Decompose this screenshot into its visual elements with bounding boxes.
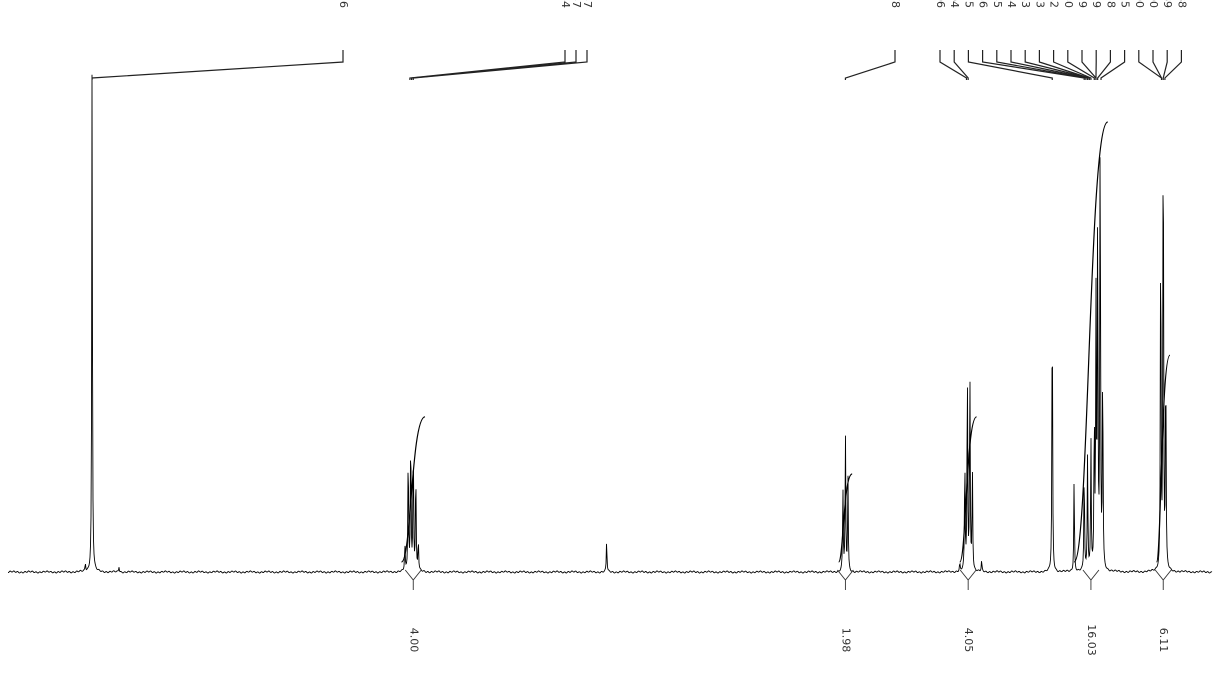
peak-leader-line	[1164, 50, 1182, 80]
peak-label: 1.28	[1104, 0, 1117, 8]
integral-curve	[1155, 354, 1171, 563]
peak-label: 0.90	[1133, 0, 1146, 8]
peak-leader-line	[967, 50, 1053, 80]
peak-leader-line	[91, 50, 344, 80]
integral-bracket	[959, 569, 977, 590]
peak-label: 1.35	[991, 0, 1004, 8]
peak-leader-line	[1010, 50, 1089, 80]
integral-label: 6.11	[1157, 628, 1170, 653]
integral-label: 4.05	[962, 628, 975, 653]
integral-curves	[400, 121, 1172, 590]
peak-leader-line	[1100, 50, 1126, 80]
integral-bracket	[1154, 569, 1172, 590]
integral-labels: 4.00 1.98 4.05 16.03 6.11	[407, 624, 1170, 656]
integral-curve	[1073, 121, 1109, 563]
peak-leader-line	[409, 50, 566, 80]
peak-leader-line	[1138, 50, 1163, 80]
integral-curve	[838, 473, 853, 563]
peak-label: 1.33	[1019, 0, 1032, 8]
peak-label: 1.25	[1119, 0, 1132, 8]
integral-bracket	[1082, 569, 1100, 590]
peak-leader-line	[1162, 50, 1168, 80]
peak-label: 1.55	[962, 0, 975, 8]
peak-leader-line	[1038, 50, 1090, 80]
integral-curve	[959, 416, 978, 563]
peak-label: 2.06	[934, 0, 947, 8]
spectrum-line	[8, 74, 1213, 574]
peak-leader-line	[1097, 50, 1111, 80]
peak-label: 1.30	[1062, 0, 1075, 8]
spectrum-trace	[8, 74, 1213, 574]
peak-label: 1.32	[1048, 0, 1061, 8]
peak-leader-line	[939, 50, 968, 80]
peak-label: 5.37	[581, 0, 594, 8]
peak-label: 2.04	[948, 0, 961, 8]
peak-label: 0.90	[1147, 0, 1160, 8]
peak-label: 1.34	[1005, 0, 1018, 8]
peak-leader-line	[982, 50, 1085, 80]
peak-label: 5.34	[559, 0, 572, 8]
integral-label: 16.03	[1085, 624, 1098, 656]
peak-label: 7.26	[337, 0, 350, 8]
peak-label: 1.29	[1090, 0, 1103, 8]
peak-label: 5.37	[570, 0, 583, 8]
integral-label: 1.98	[839, 628, 852, 653]
peak-label: 1.33	[1033, 0, 1046, 8]
peak-leader-line	[953, 50, 969, 80]
peak-label: 2.78	[889, 0, 902, 8]
integral-bracket	[837, 569, 854, 590]
peak-leader-line	[1152, 50, 1163, 80]
peak-leader-line	[996, 50, 1087, 80]
integral-curve	[400, 416, 426, 563]
integral-label: 4.00	[407, 628, 420, 653]
peak-leader-line	[1067, 50, 1095, 80]
peak-label: 1.29	[1076, 0, 1089, 8]
peak-label: 0.89	[1161, 0, 1174, 8]
peak-leader-line	[412, 50, 588, 80]
peak-leader-line	[1053, 50, 1092, 80]
peak-label: 1.36	[977, 0, 990, 8]
peak-labels: 7.265.345.375.372.782.062.041.551.361.35…	[91, 0, 1188, 80]
peak-leader-line	[844, 50, 896, 80]
integral-bracket	[404, 569, 422, 590]
peak-label: 0.88	[1175, 0, 1188, 8]
